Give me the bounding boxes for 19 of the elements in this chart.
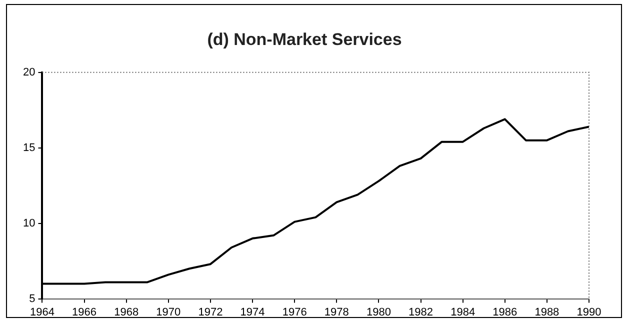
x-tick-label: 1978 — [324, 306, 349, 318]
x-tick-label: 1986 — [492, 306, 518, 318]
x-tick-label: 1968 — [114, 306, 139, 318]
x-tick-label: 1966 — [72, 306, 97, 318]
x-tick-label: 1990 — [576, 306, 602, 318]
x-tick-label: 1964 — [30, 306, 54, 318]
x-tick-label: 1972 — [198, 306, 223, 318]
y-tick-label: 10 — [22, 217, 36, 230]
x-tick-label: 1988 — [534, 306, 560, 318]
x-tick-label: 1974 — [240, 306, 265, 318]
x-tick-label: 1982 — [408, 306, 434, 318]
x-tick-label: 1970 — [156, 306, 181, 318]
x-tick-label: 1976 — [282, 306, 307, 318]
y-tick-label: 5 — [29, 292, 36, 305]
y-tick-label: 15 — [22, 142, 36, 154]
chart-title: (d) Non-Market Services — [207, 30, 402, 49]
x-tick-label: 1984 — [450, 306, 476, 318]
x-tick-label: 1980 — [366, 306, 391, 318]
y-tick-label: 20 — [22, 66, 36, 78]
